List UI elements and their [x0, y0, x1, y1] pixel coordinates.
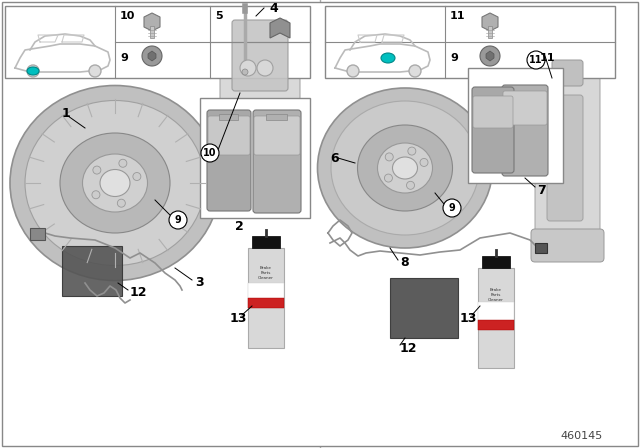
Text: 9: 9	[449, 203, 456, 213]
Ellipse shape	[392, 157, 417, 179]
Circle shape	[142, 46, 162, 66]
Circle shape	[409, 65, 421, 77]
Text: 11: 11	[529, 55, 543, 65]
Text: 11: 11	[450, 11, 465, 21]
Text: 12: 12	[400, 341, 417, 354]
Bar	[200, 98, 310, 218]
Ellipse shape	[331, 101, 479, 235]
Ellipse shape	[83, 154, 147, 212]
Bar	[535, 243, 547, 253]
Bar	[5, 6, 310, 78]
Circle shape	[406, 181, 415, 190]
Polygon shape	[144, 13, 160, 31]
Ellipse shape	[358, 125, 452, 211]
Text: 5: 5	[215, 11, 223, 21]
FancyBboxPatch shape	[254, 116, 300, 155]
FancyBboxPatch shape	[208, 116, 250, 155]
FancyBboxPatch shape	[472, 87, 514, 173]
FancyBboxPatch shape	[531, 229, 604, 262]
Bar	[488, 26, 492, 38]
Circle shape	[385, 174, 392, 182]
Circle shape	[169, 211, 187, 229]
Ellipse shape	[100, 169, 130, 197]
Polygon shape	[486, 51, 494, 61]
Circle shape	[242, 69, 248, 75]
Circle shape	[480, 46, 500, 66]
Circle shape	[420, 159, 428, 167]
Polygon shape	[148, 51, 156, 61]
Circle shape	[93, 166, 101, 174]
Text: 9: 9	[175, 215, 181, 225]
FancyBboxPatch shape	[232, 20, 288, 91]
Bar	[150, 26, 154, 38]
Bar	[325, 6, 615, 78]
Bar	[478, 320, 514, 330]
Text: 13: 13	[460, 311, 477, 324]
Circle shape	[119, 159, 127, 167]
FancyBboxPatch shape	[552, 60, 583, 86]
FancyBboxPatch shape	[220, 8, 300, 103]
Bar	[478, 268, 514, 368]
Bar	[266, 114, 287, 120]
FancyBboxPatch shape	[502, 85, 548, 176]
Text: Brake
Parts
Cleaner: Brake Parts Cleaner	[258, 267, 274, 280]
Ellipse shape	[378, 143, 433, 193]
Text: 2: 2	[235, 220, 244, 233]
Text: 7: 7	[537, 184, 546, 197]
Bar	[468, 68, 563, 183]
Bar	[252, 236, 280, 248]
Circle shape	[527, 51, 545, 69]
Circle shape	[133, 172, 141, 181]
Bar	[482, 256, 510, 268]
Circle shape	[385, 153, 393, 161]
Circle shape	[117, 199, 125, 207]
Text: 4: 4	[269, 1, 278, 14]
Bar	[248, 248, 284, 348]
Circle shape	[408, 147, 416, 155]
Bar	[30, 228, 45, 240]
FancyBboxPatch shape	[547, 95, 583, 221]
Circle shape	[347, 65, 359, 77]
FancyBboxPatch shape	[253, 110, 301, 213]
Text: 10: 10	[204, 148, 217, 158]
Circle shape	[257, 60, 273, 76]
Circle shape	[443, 199, 461, 217]
Bar	[390, 278, 458, 338]
Text: 10: 10	[120, 11, 136, 21]
Text: 3: 3	[195, 276, 204, 289]
Circle shape	[27, 65, 39, 77]
Text: 8: 8	[400, 257, 408, 270]
Text: 1: 1	[62, 107, 71, 120]
Text: 11: 11	[540, 53, 556, 63]
Ellipse shape	[10, 86, 220, 280]
Text: 6: 6	[330, 151, 339, 164]
Ellipse shape	[27, 67, 39, 75]
Polygon shape	[270, 18, 290, 38]
Circle shape	[201, 144, 219, 162]
FancyBboxPatch shape	[207, 110, 251, 211]
Ellipse shape	[25, 100, 205, 266]
Bar	[248, 283, 284, 308]
Bar	[62, 246, 122, 296]
Circle shape	[89, 65, 101, 77]
FancyBboxPatch shape	[473, 96, 513, 128]
Circle shape	[240, 60, 256, 76]
Bar	[219, 114, 238, 120]
Ellipse shape	[317, 88, 493, 248]
Bar	[248, 298, 284, 308]
Text: 460145: 460145	[560, 431, 602, 441]
Circle shape	[92, 191, 100, 199]
Text: 9: 9	[120, 53, 128, 63]
Text: 13: 13	[230, 311, 248, 324]
Ellipse shape	[381, 53, 395, 63]
Polygon shape	[482, 13, 498, 31]
Ellipse shape	[60, 133, 170, 233]
Text: 12: 12	[130, 287, 147, 300]
Bar	[478, 302, 514, 330]
Text: Brake
Parts
Cleaner: Brake Parts Cleaner	[488, 289, 504, 302]
FancyBboxPatch shape	[535, 73, 600, 243]
Text: 9: 9	[450, 53, 458, 63]
FancyBboxPatch shape	[503, 91, 547, 125]
